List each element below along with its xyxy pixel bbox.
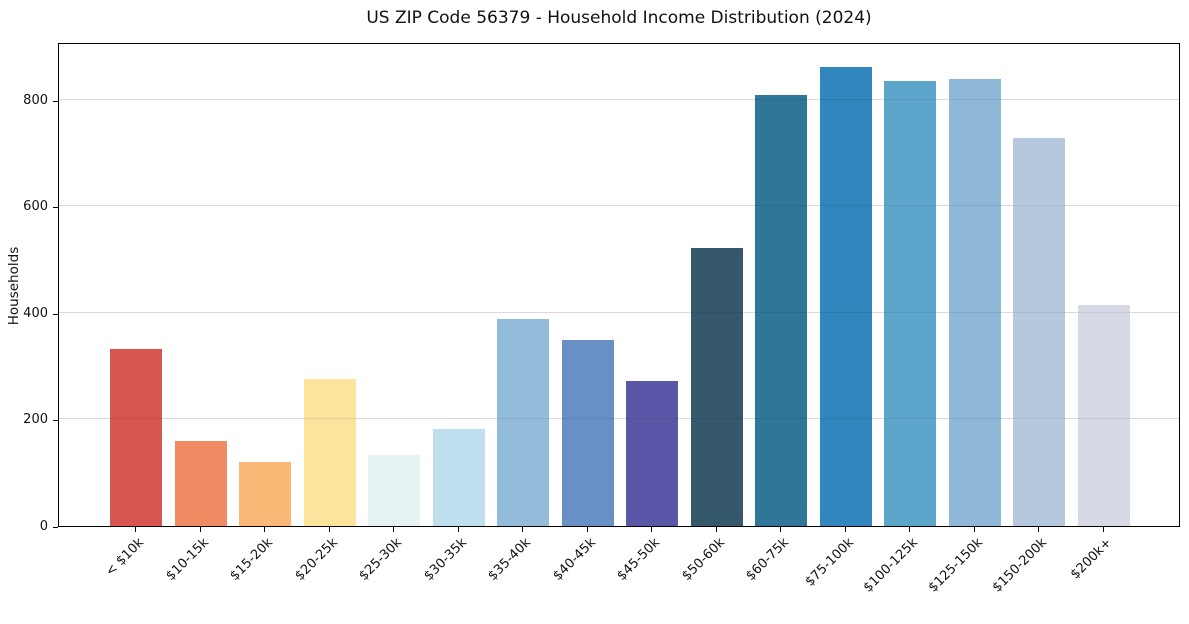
bar-$150-200k <box>1013 138 1066 526</box>
bar-< $10k <box>110 348 162 526</box>
bar-$60-75k <box>755 94 808 526</box>
gridline <box>59 98 1179 100</box>
bar-$10-15k <box>174 441 227 526</box>
x-tick-mark <box>780 527 782 532</box>
y-axis-title: Households <box>6 246 22 326</box>
y-tick-mark <box>53 313 58 315</box>
gridline <box>59 418 1179 420</box>
x-tick-mark <box>457 527 459 532</box>
x-tick-mark <box>1038 527 1040 532</box>
x-tick-mark <box>522 527 524 532</box>
x-tick-mark <box>586 527 588 532</box>
y-tick-label: 600 <box>23 199 48 215</box>
y-tick-mark <box>53 207 58 209</box>
x-tick-mark <box>715 527 717 532</box>
bar-$50-60k <box>690 247 743 526</box>
x-tick-mark <box>135 527 136 532</box>
bar-$25-30k <box>368 455 421 526</box>
y-tick-mark <box>53 420 58 422</box>
gridline <box>59 205 1179 207</box>
bar-$125-150k <box>948 78 1001 526</box>
gridline <box>59 311 1179 313</box>
bar-$20-25k <box>303 379 356 526</box>
bar-$40-45k <box>561 339 614 526</box>
x-tick-mark <box>1102 527 1104 532</box>
bar-$30-35k <box>432 429 485 526</box>
x-tick-mark <box>393 527 395 532</box>
bar-$45-50k <box>626 381 679 526</box>
bar-$15-20k <box>239 461 292 526</box>
chart-title: US ZIP Code 56379 - Household Income Dis… <box>366 8 872 28</box>
gridline-overlay <box>59 205 1179 207</box>
x-tick-mark <box>328 527 330 532</box>
gridline-overlay <box>59 418 1179 420</box>
y-tick-label: 800 <box>23 92 48 108</box>
bar-$75-100k <box>819 67 872 526</box>
gridline-overlay <box>59 98 1179 100</box>
figure: US ZIP Code 56379 - Household Income Dis… <box>6 8 1180 596</box>
y-tick-label: 0 <box>39 519 48 534</box>
y-tick-label: 400 <box>23 305 48 321</box>
x-tick-mark <box>264 527 266 532</box>
y-tick-mark <box>53 100 58 102</box>
y-tick-mark <box>53 527 58 528</box>
x-tick-mark <box>909 527 911 532</box>
bar-$100-125k <box>884 80 937 526</box>
bar-$200k+ <box>1077 304 1130 526</box>
gridline-overlay <box>59 311 1179 313</box>
plot-area <box>58 43 1180 527</box>
y-tick-label: 200 <box>23 412 48 428</box>
x-tick-mark <box>651 527 653 532</box>
x-tick-mark <box>199 527 201 532</box>
x-tick-mark <box>844 527 846 532</box>
bar-$35-40k <box>497 318 550 526</box>
x-tick-mark <box>973 527 975 532</box>
